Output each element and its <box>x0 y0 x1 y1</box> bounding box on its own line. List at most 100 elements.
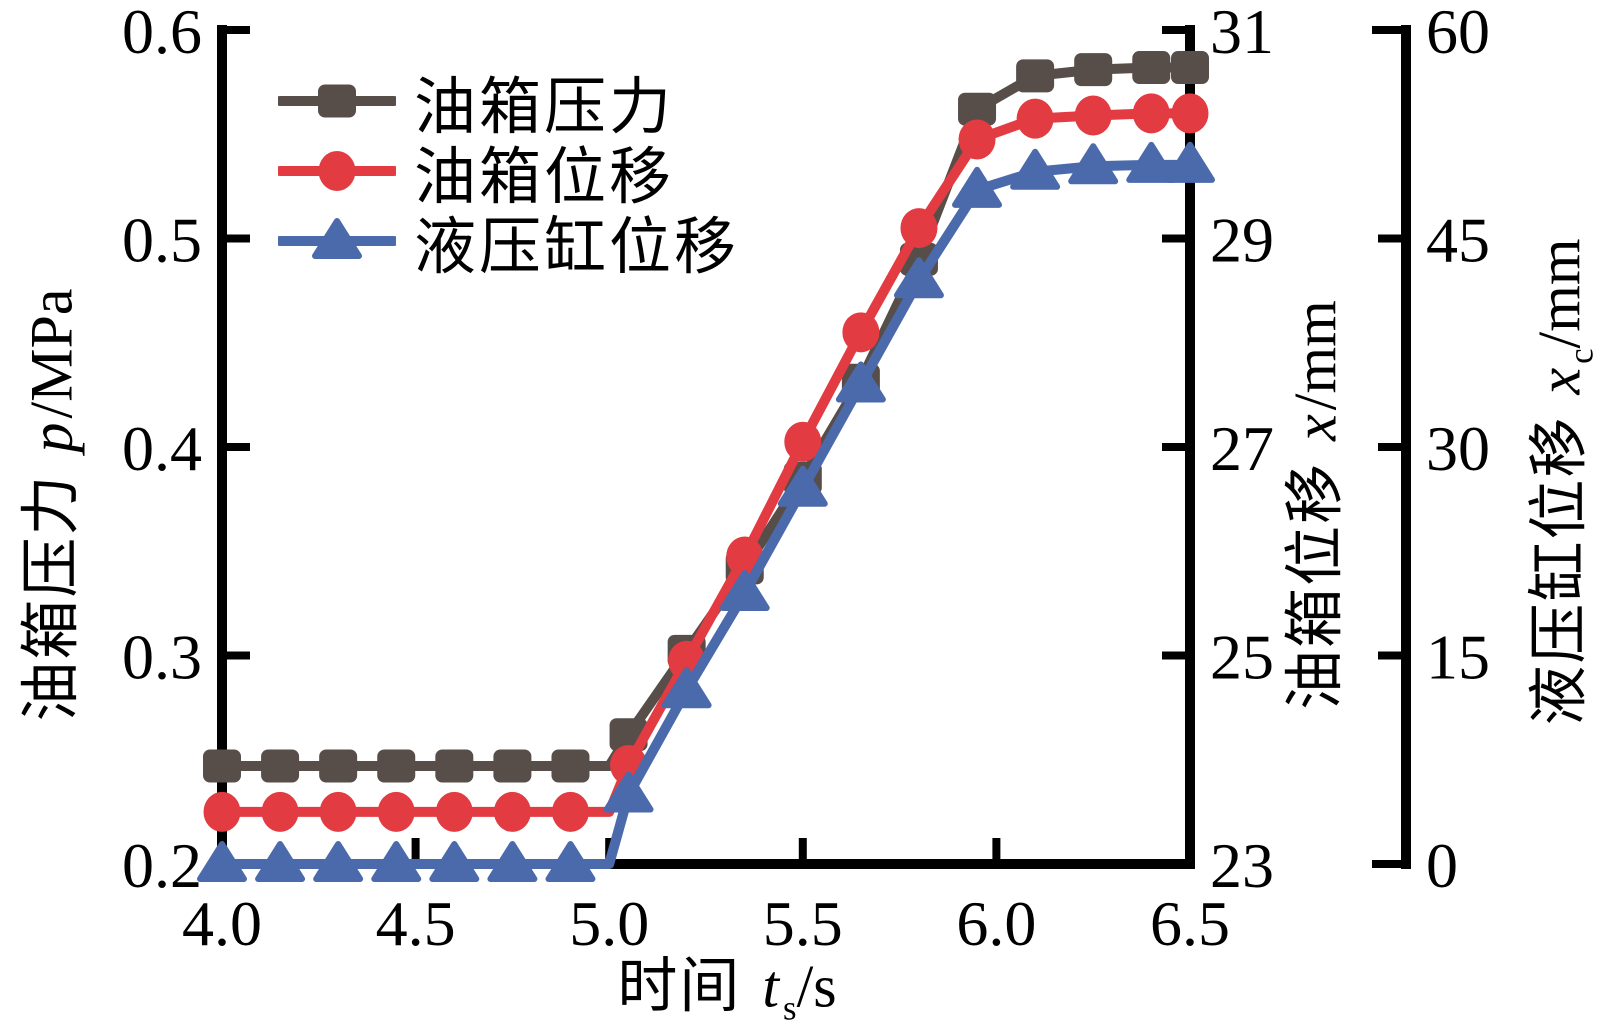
cylinder-displacement-series-marker <box>371 841 422 882</box>
x-axis-tick-label: 6.0 <box>956 888 1036 959</box>
cylinder-displacement-series-marker <box>1126 141 1177 183</box>
tank-displacement-series-marker <box>842 312 880 353</box>
pressure-series-marker <box>551 749 590 783</box>
right-axis2-title-text: 液压缸位移 <box>1526 398 1593 726</box>
right-axis2-title-unit: /mm <box>1526 238 1593 349</box>
cylinder-displacement-series-marker <box>893 257 944 299</box>
tank-displacement-series-marker <box>435 791 473 832</box>
left-axis-title: 油箱压力 p/MPa <box>3 288 94 721</box>
left-axis-tick-label: 0.4 <box>122 413 202 484</box>
tank-displacement-axis-tick-label: 29 <box>1210 205 1274 276</box>
left-axis-title-variable: p <box>18 422 85 453</box>
x-axis-tick-label: 5.5 <box>763 888 843 959</box>
cylinder-displacement-series-marker <box>429 841 480 882</box>
tank-displacement-axis-tick-label: 23 <box>1210 830 1274 901</box>
pressure-series-marker <box>319 749 358 783</box>
cylinder-displacement-series-marker <box>313 841 364 882</box>
tank-displacement-series-marker <box>319 791 357 832</box>
cylinder-displacement-series-marker <box>952 166 1003 208</box>
legend-label-cylinder-displacement: 液压缸位移 <box>414 214 740 282</box>
right-axis1-title-variable: x <box>1282 414 1349 441</box>
pressure-series-marker <box>958 92 997 126</box>
tank-displacement-series-marker <box>1016 98 1054 139</box>
left-axis-tick-label: 0.5 <box>122 205 202 276</box>
pressure-series-marker <box>493 749 532 783</box>
tank-displacement-series-marker <box>1132 93 1170 134</box>
pressure-series-marker <box>203 749 241 783</box>
cylinder-displacement-series-marker <box>1010 148 1061 190</box>
cylinder-displacement-series-marker <box>487 841 538 882</box>
left-axis-tick-label: 0.3 <box>122 622 202 693</box>
legend-label-tank-displacement: 油箱位移 <box>414 144 675 212</box>
tank-displacement-series-marker <box>1171 93 1209 134</box>
cylinder-displacement-series-marker <box>603 771 654 813</box>
x-axis-tick-label: 4.5 <box>376 888 456 959</box>
cylinder-displacement-series-marker <box>1068 143 1119 185</box>
legend-sample-marker-square <box>318 84 356 118</box>
right-axis2-title-variable: x <box>1526 367 1593 395</box>
cylinder-displacement-axis-tick-label: 30 <box>1426 413 1490 484</box>
legend-sample-marker-circle <box>318 151 356 191</box>
cylinder-displacement-axis-tick-label: 0 <box>1426 830 1458 901</box>
legend-sample-cylinder-displacement <box>278 218 396 259</box>
right-axis1-title: 油箱位移 x/mm <box>1267 300 1358 710</box>
tank-displacement-series-marker <box>203 791 241 832</box>
left-axis-tick-label: 0.2 <box>122 830 202 901</box>
x-axis-title-unit: /s <box>796 953 837 1020</box>
right-axis1-title-unit: /mm <box>1282 300 1349 411</box>
pressure-series-marker <box>1171 51 1209 85</box>
tank-displacement-series-marker <box>377 791 415 832</box>
pressure-series-marker <box>1016 59 1055 93</box>
pressure-series-marker <box>435 749 474 783</box>
cylinder-displacement-series-marker <box>255 841 306 882</box>
pressure-series-marker <box>261 749 300 783</box>
right-axis2-title: 液压缸位移 xc/mm <box>1511 238 1602 725</box>
tank-displacement-series <box>203 93 1209 832</box>
left-axis-tick-label: 0.6 <box>122 0 202 67</box>
tank-displacement-series-marker <box>493 791 531 832</box>
legend-item-cylinder-displacement: 液压缸位移 <box>278 206 739 282</box>
legend-sample-pressure <box>278 84 396 118</box>
cylinder-displacement-series-marker <box>197 841 247 882</box>
tank-displacement-series-marker <box>900 208 938 249</box>
legend-item-tank-displacement: 油箱位移 <box>278 136 739 212</box>
legend-sample-marker-triangle <box>312 218 362 259</box>
tank-displacement-series-marker <box>784 421 822 462</box>
tank-displacement-series-marker <box>1074 95 1112 136</box>
cylinder-displacement-series-marker <box>1165 141 1215 183</box>
x-axis-tick-label: 4.0 <box>182 888 262 959</box>
x-axis-title: 时间 t s/s <box>617 938 836 1029</box>
cylinder-displacement-series-marker <box>777 465 828 507</box>
left-axis-title-unit: /MPa <box>18 288 85 419</box>
tank-displacement-axis-tick-label: 25 <box>1210 622 1274 693</box>
pressure-series-marker <box>377 749 416 783</box>
tank-displacement-series-marker <box>551 791 589 832</box>
pressure-series-marker <box>1074 53 1113 87</box>
cylinder-displacement-series-marker <box>719 569 770 611</box>
tank-displacement-axis-tick-label: 27 <box>1210 413 1274 484</box>
tank-displacement-axis-tick-label: 31 <box>1210 0 1274 67</box>
legend: 油箱压力 油箱位移 液压缸位移 <box>278 66 739 282</box>
cylinder-displacement-series <box>197 141 1215 882</box>
legend-item-pressure: 油箱压力 <box>278 66 739 142</box>
x-axis-tick-label: 6.5 <box>1150 888 1230 959</box>
right-axis1-title-text: 油箱位移 <box>1282 444 1349 710</box>
legend-label-pressure: 油箱压力 <box>414 74 675 142</box>
cylinder-displacement-axis-tick-label: 60 <box>1426 0 1490 67</box>
pressure-series-marker <box>1132 51 1171 85</box>
tank-displacement-series-marker <box>261 791 299 832</box>
cylinder-displacement-series-marker <box>545 841 596 882</box>
cylinder-displacement-series-marker <box>661 667 712 709</box>
x-axis-title-subscript: s <box>783 988 797 1028</box>
cylinder-displacement-axis-tick-label: 15 <box>1426 622 1490 693</box>
x-axis-tick-label: 5.0 <box>569 888 649 959</box>
legend-sample-tank-displacement <box>278 151 396 191</box>
right-axis2-title-subscript: c <box>1561 348 1601 364</box>
x-axis-title-text: 时间 <box>617 953 759 1020</box>
cylinder-displacement-series-marker <box>835 361 886 403</box>
x-axis-title-variable: t <box>762 953 780 1020</box>
left-axis-title-text: 油箱压力 <box>18 456 85 722</box>
cylinder-displacement-axis-tick-label: 45 <box>1426 205 1490 276</box>
